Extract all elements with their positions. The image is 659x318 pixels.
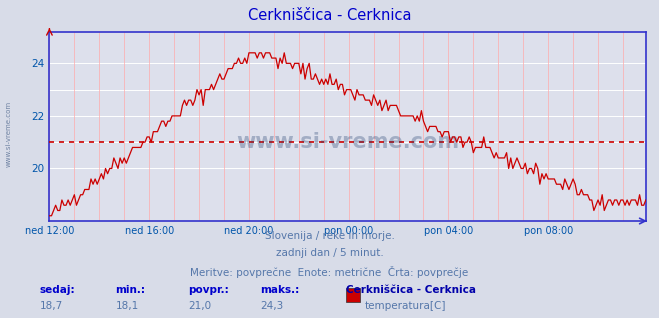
- Text: sedaj:: sedaj:: [40, 285, 75, 294]
- Text: Cerkniščica - Cerknica: Cerkniščica - Cerknica: [346, 285, 476, 294]
- Text: min.:: min.:: [115, 285, 146, 294]
- Text: www.si-vreme.com: www.si-vreme.com: [5, 100, 12, 167]
- Text: zadnji dan / 5 minut.: zadnji dan / 5 minut.: [275, 248, 384, 258]
- Text: 18,1: 18,1: [115, 301, 138, 310]
- Text: Meritve: povprečne  Enote: metrične  Črta: povprečje: Meritve: povprečne Enote: metrične Črta:…: [190, 266, 469, 278]
- Text: 21,0: 21,0: [188, 301, 211, 310]
- Text: www.si-vreme.com: www.si-vreme.com: [236, 132, 459, 152]
- Text: Cerkniščica - Cerknica: Cerkniščica - Cerknica: [248, 8, 411, 23]
- Text: maks.:: maks.:: [260, 285, 300, 294]
- Text: povpr.:: povpr.:: [188, 285, 229, 294]
- Text: 24,3: 24,3: [260, 301, 283, 310]
- Text: 18,7: 18,7: [40, 301, 63, 310]
- Text: temperatura[C]: temperatura[C]: [364, 301, 446, 310]
- Text: Slovenija / reke in morje.: Slovenija / reke in morje.: [264, 231, 395, 240]
